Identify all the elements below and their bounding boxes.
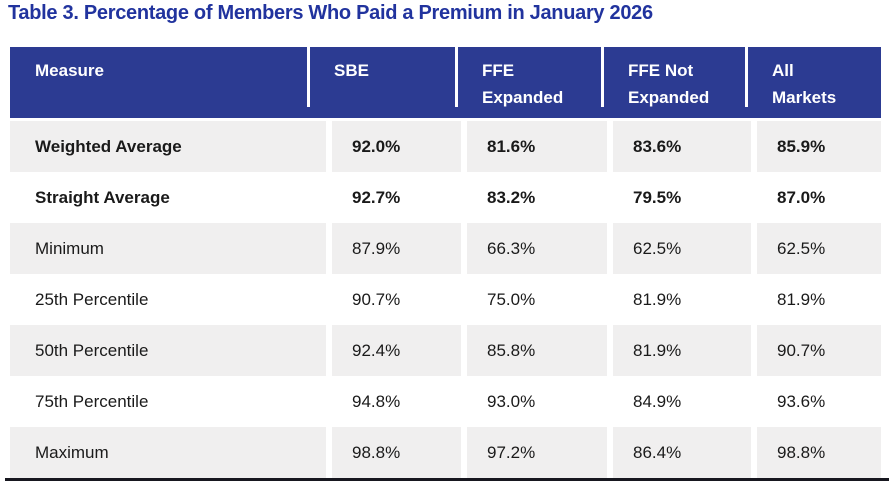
column-header-label-line2: Markets [772, 87, 837, 107]
value-cell-sbe: 90.7% [326, 274, 461, 325]
measure-cell: Maximum [10, 427, 326, 478]
value-cell-ffe-expanded: 75.0% [461, 274, 607, 325]
measure-cell: Weighted Average [10, 121, 326, 172]
table-title: Table 3. Percentage of Members Who Paid … [8, 2, 653, 24]
table-row-75th-percentile: 75th Percentile 94.8% 93.0% 84.9% 93.6% [10, 376, 881, 427]
column-header-label-line2: Expanded [482, 87, 564, 107]
value-cell-sbe: 87.9% [326, 223, 461, 274]
value-cell-sbe: 92.4% [326, 325, 461, 376]
column-header-label: FFE [482, 61, 515, 80]
table-row-minimum: Minimum 87.9% 66.3% 62.5% 62.5% [10, 223, 881, 274]
value-cell-ffe-not-expanded: 81.9% [607, 274, 751, 325]
table-row-50th-percentile: 50th Percentile 92.4% 85.8% 81.9% 90.7% [10, 325, 881, 376]
table-row-straight-average: Straight Average 92.7% 83.2% 79.5% 87.0% [10, 172, 881, 223]
premium-paid-table: Measure SBE FFE Expanded FFE Not Expande… [10, 47, 881, 478]
value-cell-all-markets: 87.0% [751, 172, 881, 223]
value-cell-ffe-expanded: 66.3% [461, 223, 607, 274]
column-header-label: All [772, 61, 794, 80]
measure-cell: Minimum [10, 223, 326, 274]
value-cell-ffe-expanded: 93.0% [461, 376, 607, 427]
table-row-weighted-average: Weighted Average 92.0% 81.6% 83.6% 85.9% [10, 121, 881, 172]
column-header-label: Measure [35, 61, 104, 80]
measure-cell: 25th Percentile [10, 274, 326, 325]
value-cell-all-markets: 85.9% [751, 121, 881, 172]
measure-cell: Straight Average [10, 172, 326, 223]
table-body: Weighted Average 92.0% 81.6% 83.6% 85.9%… [10, 121, 881, 478]
column-header-ffe-not-expanded: FFE Not Expanded [601, 47, 751, 118]
value-cell-sbe: 92.0% [326, 121, 461, 172]
value-cell-ffe-not-expanded: 84.9% [607, 376, 751, 427]
value-cell-ffe-not-expanded: 81.9% [607, 325, 751, 376]
column-header-measure: Measure [10, 47, 326, 118]
value-cell-all-markets: 62.5% [751, 223, 881, 274]
table-header-row: Measure SBE FFE Expanded FFE Not Expande… [10, 47, 881, 118]
value-cell-ffe-not-expanded: 86.4% [607, 427, 751, 478]
column-header-label: FFE Not [628, 61, 694, 80]
table-row-25th-percentile: 25th Percentile 90.7% 75.0% 81.9% 81.9% [10, 274, 881, 325]
value-cell-ffe-expanded: 83.2% [461, 172, 607, 223]
value-cell-all-markets: 93.6% [751, 376, 881, 427]
value-cell-ffe-expanded: 81.6% [461, 121, 607, 172]
header-separator [601, 47, 604, 107]
header-separator [455, 47, 458, 107]
measure-cell: 75th Percentile [10, 376, 326, 427]
value-cell-all-markets: 81.9% [751, 274, 881, 325]
value-cell-ffe-not-expanded: 62.5% [607, 223, 751, 274]
value-cell-all-markets: 90.7% [751, 325, 881, 376]
header-separator [745, 47, 748, 107]
column-header-ffe-expanded: FFE Expanded [455, 47, 607, 118]
table-bottom-rule [5, 478, 889, 481]
value-cell-all-markets: 98.8% [751, 427, 881, 478]
value-cell-sbe: 92.7% [326, 172, 461, 223]
header-separator [307, 47, 310, 107]
value-cell-ffe-expanded: 97.2% [461, 427, 607, 478]
column-header-label: SBE [334, 61, 369, 80]
column-header-all-markets: All Markets [745, 47, 881, 118]
column-header-label-line2: Expanded [628, 87, 710, 107]
value-cell-ffe-expanded: 85.8% [461, 325, 607, 376]
value-cell-ffe-not-expanded: 79.5% [607, 172, 751, 223]
measure-cell: 50th Percentile [10, 325, 326, 376]
value-cell-sbe: 98.8% [326, 427, 461, 478]
value-cell-ffe-not-expanded: 83.6% [607, 121, 751, 172]
column-header-sbe: SBE [307, 47, 461, 118]
table-row-maximum: Maximum 98.8% 97.2% 86.4% 98.8% [10, 427, 881, 478]
value-cell-sbe: 94.8% [326, 376, 461, 427]
